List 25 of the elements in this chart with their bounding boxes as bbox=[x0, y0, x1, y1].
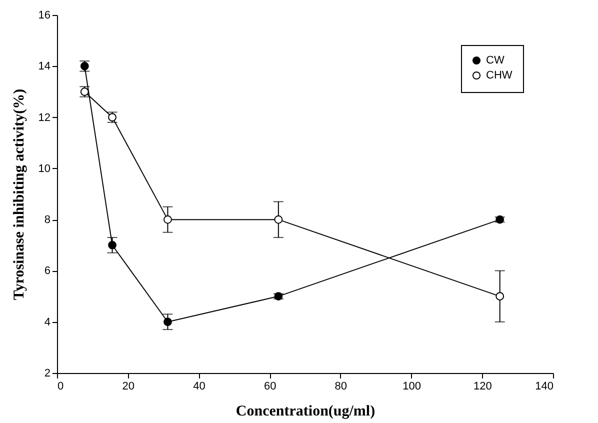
x-tick-label: 80 bbox=[334, 380, 348, 392]
y-tick-label: 14 bbox=[38, 60, 50, 73]
legend-label: CW bbox=[486, 54, 505, 66]
point bbox=[496, 292, 504, 300]
x-axis-title: Concentration(ug/ml) bbox=[236, 404, 376, 420]
x-tick-label: 20 bbox=[122, 380, 134, 392]
x-tick-label: 140 bbox=[535, 380, 554, 392]
point bbox=[164, 318, 172, 326]
point bbox=[108, 240, 116, 250]
point bbox=[274, 215, 283, 224]
point bbox=[164, 215, 172, 224]
legend-label: CHW bbox=[486, 70, 513, 82]
y-axis-title: Tyrosinase inhibiting activity(%) bbox=[11, 88, 28, 300]
x-tick-label: 0 bbox=[58, 380, 64, 392]
y-tick-label: 8 bbox=[44, 214, 50, 226]
x-tick-label: 100 bbox=[402, 380, 421, 392]
y-tick-label: 6 bbox=[44, 265, 50, 278]
y-tick-label: 2 bbox=[44, 368, 50, 380]
y-tick-label: 12 bbox=[38, 112, 50, 124]
x-tick-label: 40 bbox=[193, 380, 206, 392]
y-tick-label: 10 bbox=[38, 162, 50, 175]
x-tick-label: 60 bbox=[264, 380, 276, 392]
x-tick-label: 120 bbox=[473, 380, 492, 392]
y-tick-label: 16 bbox=[38, 10, 50, 22]
y-tick-label: 4 bbox=[44, 316, 50, 328]
